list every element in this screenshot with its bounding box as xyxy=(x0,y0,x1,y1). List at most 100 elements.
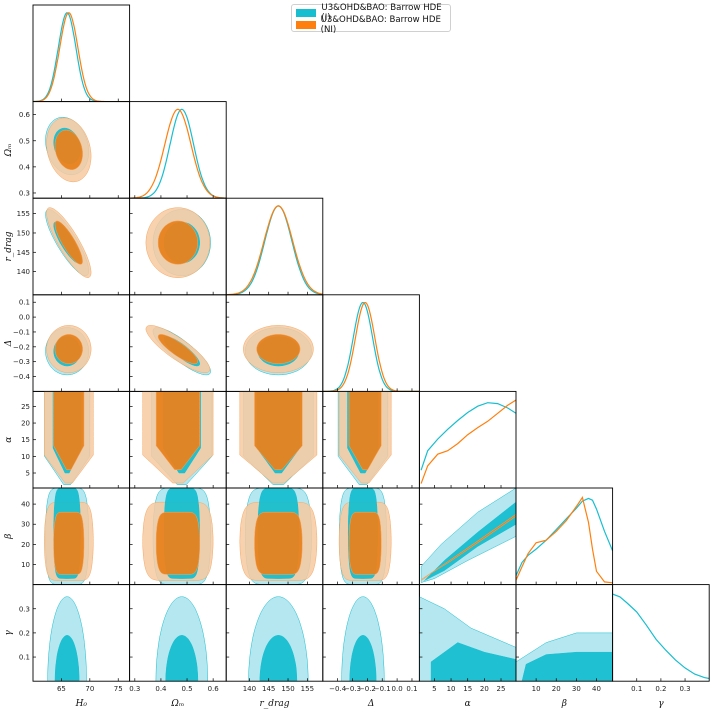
tick-label-x-Om: 0.6 xyxy=(208,685,220,693)
tick-label-x-rdrag: 155 xyxy=(301,685,314,693)
panel-rdrag-beta xyxy=(225,487,324,586)
contour-rdrag-beta-NI-68 xyxy=(254,511,303,575)
panel-content xyxy=(248,596,309,682)
tick-label-x-Om: 0.4 xyxy=(155,685,167,693)
contour-Delta-beta-NI-68 xyxy=(348,511,382,575)
panel-content xyxy=(45,207,92,278)
axis-label-y-gamma: γ xyxy=(4,630,14,636)
panel-beta-gamma xyxy=(515,584,614,682)
panel-Delta-beta xyxy=(322,487,420,586)
panel-H0-H0 xyxy=(32,4,131,103)
panel-H0-rdrag xyxy=(32,197,131,296)
tick-label-x-beta: 30 xyxy=(572,685,581,693)
panel-frame xyxy=(515,487,614,586)
contour-alpha-beta-I-95 xyxy=(420,488,516,583)
contour-Delta-alpha-NI-68 xyxy=(348,391,382,470)
panel-content xyxy=(239,488,318,585)
tick-label-x-alpha: 5 xyxy=(432,685,436,693)
contour-H0-beta-NI-68 xyxy=(53,511,85,575)
contour-Om-Delta-NI-68 xyxy=(157,334,198,364)
legend-label-interacting: U3&OHD&BAO: Barrow HDE (I) xyxy=(321,2,442,23)
panel-beta-beta xyxy=(515,487,614,586)
panel-content xyxy=(142,488,214,585)
panel-Delta-gamma xyxy=(322,584,420,682)
marginal-line-H0-I xyxy=(33,12,130,102)
panel-content xyxy=(420,399,516,484)
panel-H0-gamma xyxy=(32,584,131,682)
tick-label-y-beta: 30 xyxy=(21,521,30,529)
tick-label-y-rdrag: 150 xyxy=(17,229,30,237)
legend-item-interacting: U3&OHD&BAO: Barrow HDE (I) xyxy=(296,3,450,23)
tick-label-y-rdrag: 155 xyxy=(17,210,30,218)
tick-label-x-Delta: 0.1 xyxy=(406,685,417,693)
tick-label-y-alpha: 5 xyxy=(26,470,30,478)
tick-label-y-beta: 10 xyxy=(21,561,30,569)
tick-label-y-Delta: 0.1 xyxy=(19,299,30,307)
panel-content xyxy=(341,596,385,682)
tick-label-x-alpha: 10 xyxy=(447,685,456,693)
contour-rdrag-alpha-NI-68 xyxy=(254,391,303,470)
contour-Delta-gamma-I-68 xyxy=(349,635,377,682)
panel-H0-Om xyxy=(32,101,131,199)
tick-label-x-gamma: 0.2 xyxy=(655,685,666,693)
axis-label-y-rdrag: r_drag xyxy=(4,231,14,261)
panel-content xyxy=(47,596,87,682)
contour-Om-gamma-I-68 xyxy=(165,635,199,682)
marginal-line-Om-I xyxy=(129,108,227,199)
panel-content xyxy=(420,488,516,583)
legend-swatch-interacting xyxy=(296,8,317,17)
marginal-line-rdrag-NI xyxy=(226,205,323,295)
contour-H0-Om-NI-68 xyxy=(54,129,83,170)
axis-label-x-alpha: α xyxy=(465,699,471,709)
tick-label-y-beta: 40 xyxy=(21,501,30,509)
tick-label-x-beta: 40 xyxy=(592,685,601,693)
axis-label-x-gamma: γ xyxy=(658,699,664,709)
panel-H0-beta xyxy=(32,487,131,586)
tick-label-y-alpha: 25 xyxy=(21,403,30,411)
axis-label-x-Delta: Δ xyxy=(367,699,375,709)
tick-label-y-Om: 0.5 xyxy=(19,137,30,145)
contour-alpha-gamma-I-68 xyxy=(430,642,516,682)
contour-Om-rdrag-NI-68 xyxy=(157,220,198,265)
tick-label-x-rdrag: 140 xyxy=(243,685,256,693)
panel-alpha-gamma xyxy=(418,584,517,682)
panel-frame xyxy=(225,197,324,296)
panel-frame xyxy=(32,4,131,103)
marginal-line-Delta-NI xyxy=(322,302,420,392)
contour-alpha-beta-NI-68 xyxy=(420,513,516,580)
axis-label-x-H0: H₀ xyxy=(75,699,88,709)
tick-label-y-gamma: 0.3 xyxy=(19,605,30,613)
tick-label-x-Om: 0.5 xyxy=(181,685,192,693)
panel-gamma-gamma xyxy=(612,584,710,682)
marginal-line-Om-NI xyxy=(129,108,227,199)
marginal-line-rdrag-I xyxy=(226,205,323,295)
panel-content xyxy=(44,391,94,485)
tick-label-x-Delta: −0.3 xyxy=(344,685,361,693)
contour-rdrag-Delta-NI-68 xyxy=(256,334,301,364)
marginal-line-alpha-NI xyxy=(420,399,516,484)
tick-label-x-H0: 65 xyxy=(57,685,66,693)
tick-label-y-Delta: 0.0 xyxy=(19,314,30,322)
tick-label-x-Delta: −0.4 xyxy=(329,685,347,693)
axis-label-y-alpha: α xyxy=(4,437,14,443)
panel-content xyxy=(142,391,214,485)
axis-label-x-beta: β xyxy=(561,699,567,709)
contour-H0-alpha-NI-68 xyxy=(53,391,85,470)
tick-label-x-rdrag: 150 xyxy=(281,685,294,693)
panel-content xyxy=(145,207,211,278)
panel-content xyxy=(243,325,314,376)
contour-Om-alpha-NI-68 xyxy=(155,391,200,470)
tick-label-x-alpha: 15 xyxy=(463,685,472,693)
panel-rdrag-Delta xyxy=(225,294,324,392)
panel-Om-alpha xyxy=(129,390,227,489)
tick-label-x-H0: 70 xyxy=(85,685,94,693)
tick-label-y-Delta: −0.1 xyxy=(13,328,30,336)
tick-label-y-Delta: −0.4 xyxy=(13,373,31,381)
panel-Om-gamma xyxy=(129,584,227,682)
panel-frame xyxy=(129,101,227,199)
tick-label-x-Delta: 0.0 xyxy=(392,685,403,693)
tick-label-x-Om: 0.3 xyxy=(129,685,140,693)
tick-label-y-alpha: 15 xyxy=(21,436,30,444)
panel-rdrag-rdrag xyxy=(225,197,324,296)
